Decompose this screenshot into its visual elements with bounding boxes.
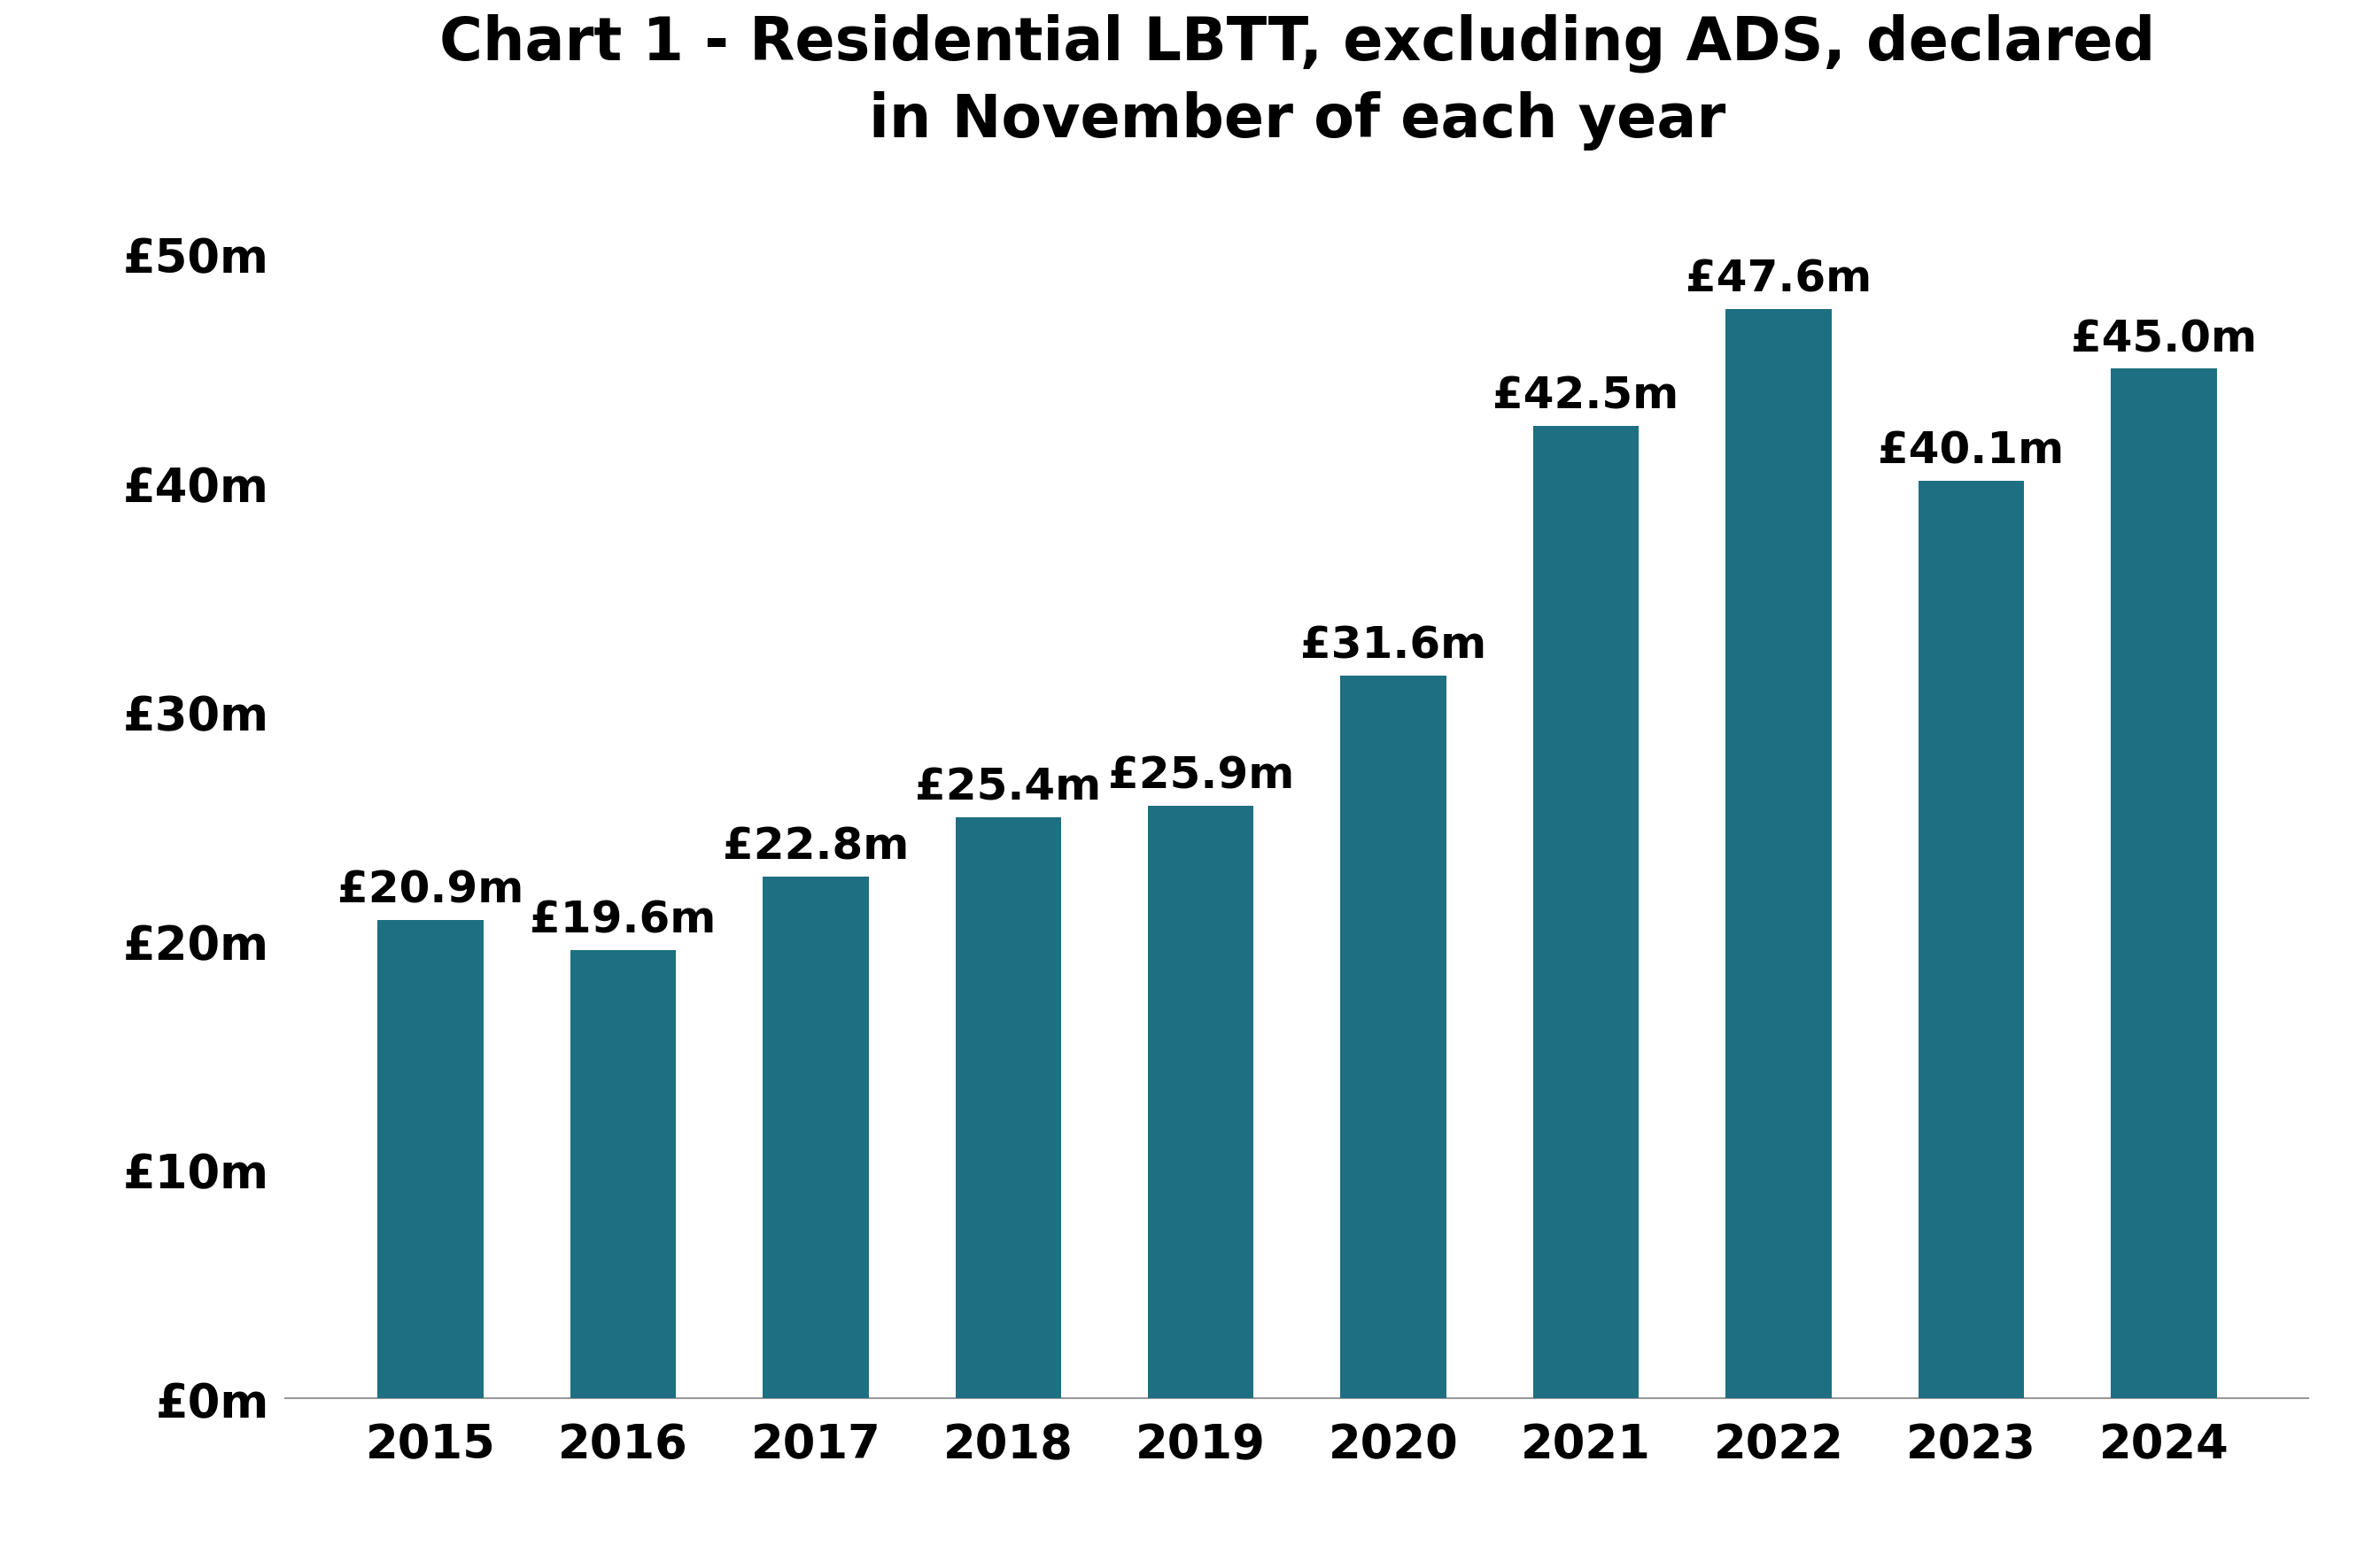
Text: £47.6m: £47.6m — [1685, 258, 1871, 301]
Text: £22.8m: £22.8m — [724, 825, 909, 869]
Bar — [2111, 370, 2216, 1399]
Text: £19.6m: £19.6m — [531, 898, 716, 942]
Text: £20.9m: £20.9m — [338, 869, 524, 912]
Text: £25.9m: £25.9m — [1107, 755, 1295, 797]
Bar — [1147, 807, 1254, 1399]
Bar — [378, 920, 483, 1399]
Bar — [762, 876, 869, 1399]
Bar — [1533, 427, 1640, 1399]
Text: £40.1m: £40.1m — [1878, 430, 2063, 472]
Text: £42.5m: £42.5m — [1492, 375, 1678, 418]
Bar — [1918, 482, 2023, 1399]
Bar — [1340, 676, 1447, 1399]
Bar — [1726, 309, 1833, 1399]
Title: Chart 1 - Residential LBTT, excluding ADS, declared
in November of each year: Chart 1 - Residential LBTT, excluding AD… — [440, 14, 2154, 151]
Bar — [954, 817, 1061, 1399]
Text: £25.4m: £25.4m — [916, 766, 1102, 808]
Text: £31.6m: £31.6m — [1299, 625, 1488, 667]
Bar — [571, 951, 676, 1399]
Text: £45.0m: £45.0m — [2071, 319, 2256, 361]
